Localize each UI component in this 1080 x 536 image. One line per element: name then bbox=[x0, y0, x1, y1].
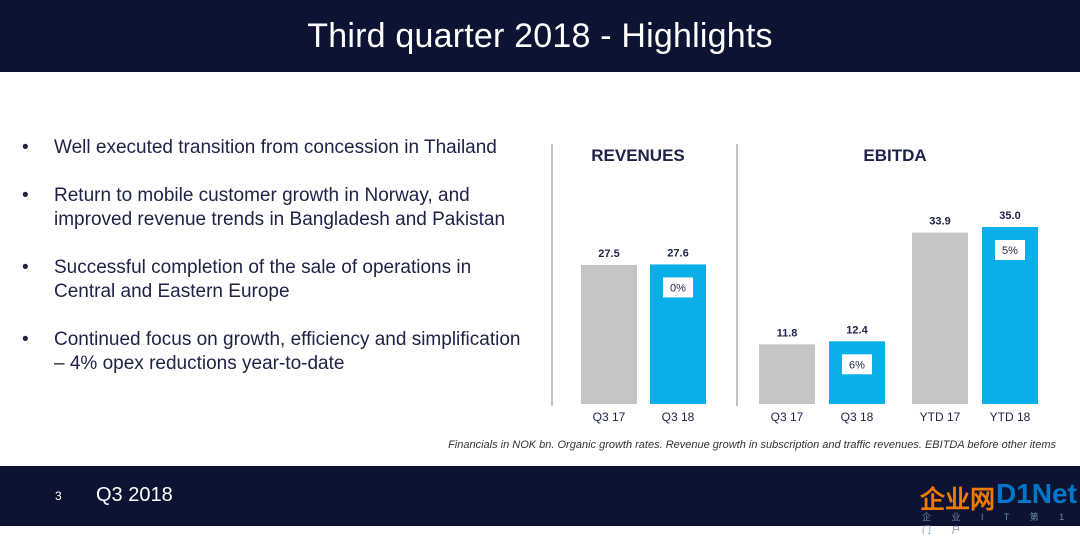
list-item: • Continued focus on growth, efficiency … bbox=[22, 328, 552, 376]
list-item: • Return to mobile customer growth in No… bbox=[22, 184, 552, 232]
footer-bar: 3 Q3 2018 企业网 D1Net 企 业 I T 第 1 门 户 bbox=[0, 466, 1080, 535]
bar-value-label: 27.5 bbox=[598, 248, 619, 260]
bar-value-label: 27.6 bbox=[667, 247, 688, 259]
bar-value-label: 35.0 bbox=[999, 210, 1020, 222]
watermark-logo-brand: D1Net bbox=[996, 478, 1077, 509]
growth-badge-label: 6% bbox=[849, 359, 865, 371]
highlights-list: • Well executed transition from concessi… bbox=[22, 136, 552, 400]
watermark-tagline: 企 业 I T 第 1 门 户 bbox=[922, 512, 1074, 535]
growth-badge-label: 0% bbox=[670, 282, 686, 294]
financial-bar-charts: REVENUES 27.5 Q3 17 27.6 Q3 18 0% EBITDA 11.8 Q3… bbox=[551, 144, 1038, 424]
bullet-icon: • bbox=[22, 329, 29, 350]
bar-value-label: 12.4 bbox=[846, 324, 868, 336]
bullet-text: Successful completion of the sale of ope… bbox=[54, 257, 472, 302]
list-item: • Successful completion of the sale of o… bbox=[22, 256, 552, 304]
chart-title: REVENUES bbox=[591, 146, 685, 165]
bar bbox=[912, 232, 968, 404]
list-item: • Well executed transition from concessi… bbox=[22, 136, 552, 160]
x-tick-label: YTD 17 bbox=[920, 410, 961, 424]
bar bbox=[581, 264, 637, 404]
x-tick-label: Q3 18 bbox=[841, 410, 874, 424]
bullet-text: Well executed transition from concession… bbox=[54, 137, 497, 158]
page-title: Third quarter 2018 - Highlights bbox=[307, 16, 773, 55]
bullet-icon: • bbox=[22, 257, 29, 278]
bullet-text: Continued focus on growth, efficiency an… bbox=[54, 329, 521, 374]
bullet-icon: • bbox=[22, 185, 29, 206]
bar bbox=[759, 344, 815, 404]
growth-badge bbox=[995, 240, 1025, 260]
bullet-text: Return to mobile customer growth in Norw… bbox=[54, 185, 506, 230]
bullet-icon: • bbox=[22, 137, 29, 158]
footnote: Financials in NOK bn. Organic growth rat… bbox=[448, 439, 1056, 451]
bar-value-label: 33.9 bbox=[929, 216, 950, 228]
x-tick-label: Q3 17 bbox=[771, 410, 804, 424]
watermark-logo-text: 企业网 bbox=[920, 486, 996, 514]
bar-value-label: 11.8 bbox=[777, 327, 798, 339]
footer-label: Q3 2018 bbox=[96, 484, 173, 506]
page-number: 3 bbox=[55, 489, 62, 503]
growth-badge-label: 5% bbox=[1002, 245, 1018, 257]
growth-badge bbox=[663, 277, 693, 298]
x-tick-label: Q3 18 bbox=[662, 410, 695, 424]
chart-title: EBITDA bbox=[863, 146, 926, 165]
header-bar: Third quarter 2018 - Highlights bbox=[0, 0, 1080, 72]
x-tick-label: YTD 18 bbox=[990, 410, 1031, 424]
growth-badge bbox=[842, 354, 872, 375]
x-tick-label: Q3 17 bbox=[593, 410, 626, 424]
